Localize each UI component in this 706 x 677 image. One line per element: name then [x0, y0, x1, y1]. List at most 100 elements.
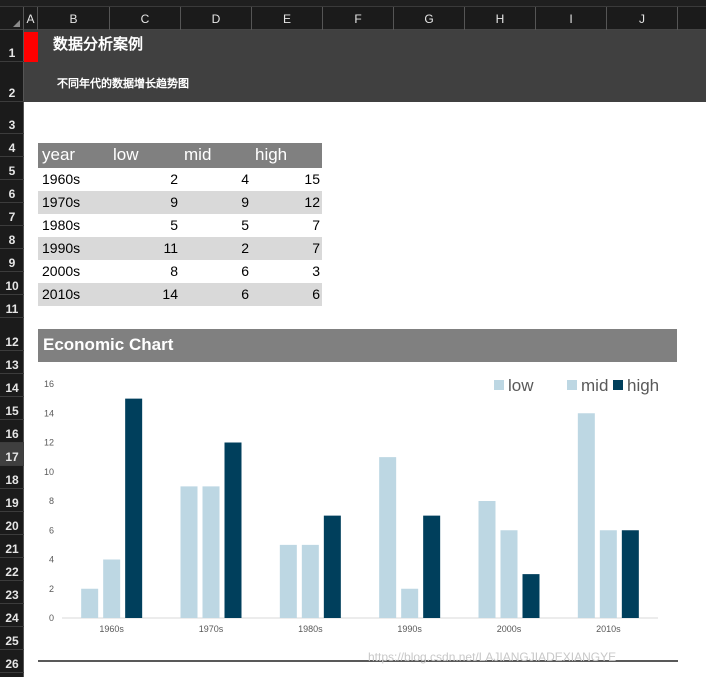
table-cell-low[interactable]: 8 — [170, 263, 178, 279]
bar-high-2010s[interactable] — [621, 530, 639, 618]
column-header-c[interactable]: C — [110, 7, 181, 30]
table-cell-year[interactable]: 1960s — [42, 171, 81, 187]
row-header-13[interactable]: 13 — [0, 351, 24, 374]
bar-low-2010s[interactable] — [577, 413, 595, 618]
table-cell-low[interactable]: 9 — [170, 194, 178, 210]
table-cell-high[interactable]: 15 — [304, 171, 320, 187]
x-tick-label: 1970s — [199, 624, 224, 634]
table-cell-low[interactable]: 2 — [170, 171, 178, 187]
table-header-low: low — [113, 145, 139, 164]
column-header-f[interactable]: F — [323, 7, 394, 30]
table-cell-mid[interactable]: 9 — [241, 194, 249, 210]
table-cell-year[interactable]: 1990s — [42, 240, 81, 256]
column-header-b[interactable]: B — [38, 7, 110, 30]
table-cell-high[interactable]: 12 — [304, 194, 320, 210]
table-header-row: year low mid high — [38, 143, 322, 168]
row-header-6[interactable]: 6 — [0, 180, 24, 203]
chart-header-title: Economic Chart — [43, 335, 174, 354]
chart-header-bar: Economic Chart — [38, 329, 677, 362]
bar-mid-2000s[interactable] — [500, 530, 518, 618]
row-header-10[interactable]: 10 — [0, 272, 24, 295]
table-cell-high[interactable]: 6 — [312, 286, 320, 302]
row-header-7[interactable]: 7 — [0, 203, 24, 226]
window-top-bar — [0, 0, 706, 7]
row-header-9[interactable]: 9 — [0, 249, 24, 272]
row-header-3[interactable]: 3 — [0, 102, 24, 134]
bar-mid-2010s[interactable] — [599, 530, 617, 618]
bar-low-2000s[interactable] — [478, 501, 496, 618]
row-header-15[interactable]: 15 — [0, 397, 24, 420]
table-cell-high[interactable]: 3 — [312, 263, 320, 279]
y-tick-label: 10 — [44, 467, 54, 477]
table-row[interactable]: 2000s 8 6 3 — [38, 260, 322, 283]
row-header-23[interactable]: 23 — [0, 581, 24, 604]
table-row[interactable]: 1960s 2 4 15 — [38, 168, 322, 191]
row-header-21[interactable]: 21 — [0, 535, 24, 558]
row-header-12[interactable]: 12 — [0, 318, 24, 351]
table-row[interactable]: 1980s 5 5 7 — [38, 214, 322, 237]
bar-low-1990s[interactable] — [379, 457, 397, 618]
bar-mid-1970s[interactable] — [202, 486, 220, 618]
bar-high-1990s[interactable] — [423, 515, 441, 618]
table-cell-year[interactable]: 1980s — [42, 217, 81, 233]
row-header-18[interactable]: 18 — [0, 466, 24, 489]
row-header-25[interactable]: 25 — [0, 627, 24, 650]
y-tick-label: 6 — [49, 525, 54, 535]
bar-high-1980s[interactable] — [323, 515, 341, 618]
table-cell-low[interactable]: 5 — [170, 217, 178, 233]
table-cell-mid[interactable]: 4 — [241, 171, 249, 187]
table-cell-high[interactable]: 7 — [312, 240, 320, 256]
bar-high-1960s[interactable] — [125, 398, 143, 618]
row-header-4[interactable]: 4 — [0, 134, 24, 157]
column-header-e[interactable]: E — [252, 7, 323, 30]
row-header-17[interactable]: 17 — [0, 443, 24, 466]
economic-bar-chart[interactable]: 0 2 4 6 8 10 12 14 16 1960s 1970s 1980s 1990s 2000s 20… — [24, 362, 684, 642]
x-tick-label: 1990s — [397, 624, 422, 634]
table-cell-mid[interactable]: 6 — [241, 286, 249, 302]
column-header-a[interactable]: A — [24, 7, 38, 30]
x-tick-label: 2010s — [596, 624, 621, 634]
row-header-14[interactable]: 14 — [0, 374, 24, 397]
table-cell-mid[interactable]: 6 — [241, 263, 249, 279]
x-tick-label: 2000s — [497, 624, 522, 634]
column-header-i[interactable]: I — [536, 7, 607, 30]
row-header-8[interactable]: 8 — [0, 226, 24, 249]
row-header-11[interactable]: 11 — [0, 295, 24, 318]
table-cell-year[interactable]: 1970s — [42, 194, 81, 210]
column-header-d[interactable]: D — [181, 7, 252, 30]
table-cell-high[interactable]: 7 — [312, 217, 320, 233]
y-tick-label: 14 — [44, 408, 54, 418]
table-row[interactable]: 2010s 14 6 6 — [38, 283, 322, 306]
bar-low-1960s[interactable] — [81, 588, 99, 618]
bar-high-1970s[interactable] — [224, 442, 242, 619]
table-cell-low[interactable]: 14 — [162, 286, 178, 302]
table-cell-low[interactable]: 11 — [163, 240, 178, 256]
bar-mid-1960s[interactable] — [103, 559, 121, 619]
table-cell-mid[interactable]: 2 — [241, 240, 249, 256]
row-header-1[interactable]: 1 — [0, 30, 24, 62]
bar-low-1970s[interactable] — [180, 486, 198, 618]
select-all-corner[interactable] — [0, 7, 24, 30]
row-header-2[interactable]: 2 — [0, 62, 24, 102]
row-header-5[interactable]: 5 — [0, 157, 24, 180]
row-header-26[interactable]: 26 — [0, 650, 24, 673]
table-cell-year[interactable]: 2010s — [42, 286, 81, 302]
row-header-16[interactable]: 16 — [0, 420, 24, 443]
bar-mid-1980s[interactable] — [301, 544, 319, 618]
y-tick-label: 4 — [49, 555, 54, 565]
row-header-22[interactable]: 22 — [0, 558, 24, 581]
legend-swatch-high — [613, 380, 623, 390]
table-cell-year[interactable]: 2000s — [42, 263, 81, 279]
column-header-j[interactable]: J — [607, 7, 678, 30]
bar-high-2000s[interactable] — [522, 574, 540, 618]
column-header-h[interactable]: H — [465, 7, 536, 30]
row-header-24[interactable]: 24 — [0, 604, 24, 627]
table-row[interactable]: 1990s 11 2 7 — [38, 237, 322, 260]
bar-low-1980s[interactable] — [279, 544, 297, 618]
column-header-g[interactable]: G — [394, 7, 465, 30]
row-header-19[interactable]: 19 — [0, 489, 24, 512]
row-header-20[interactable]: 20 — [0, 512, 24, 535]
bar-mid-1990s[interactable] — [401, 588, 419, 618]
table-cell-mid[interactable]: 5 — [241, 217, 249, 233]
table-row[interactable]: 1970s 9 9 12 — [38, 191, 322, 214]
